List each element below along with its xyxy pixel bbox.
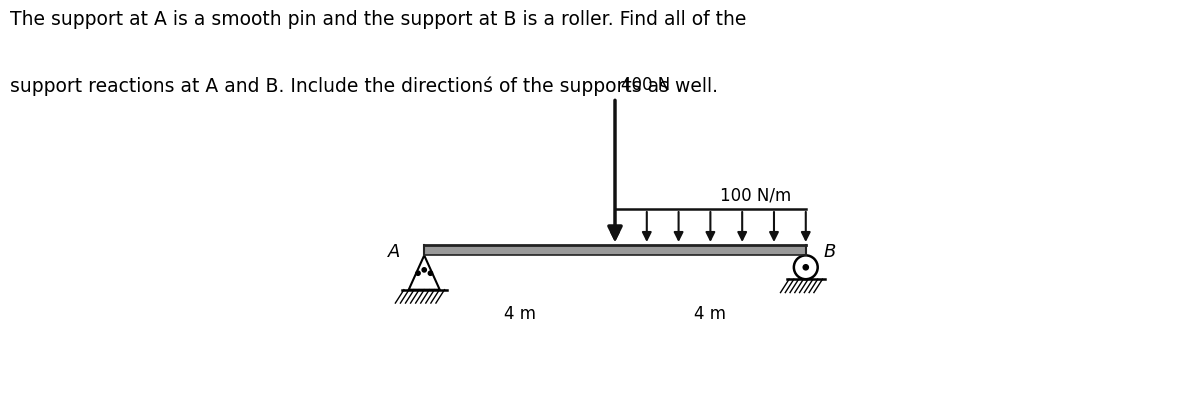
Text: 4 m: 4 m <box>504 305 535 323</box>
Text: 400 N: 400 N <box>620 76 670 94</box>
Circle shape <box>416 271 420 276</box>
Text: A: A <box>388 242 401 261</box>
Circle shape <box>422 268 426 272</box>
Circle shape <box>428 271 432 276</box>
Circle shape <box>803 265 809 270</box>
Text: 4 m: 4 m <box>695 305 726 323</box>
Text: The support at A is a smooth pin and the support at B is a roller. Find all of t: The support at A is a smooth pin and the… <box>10 10 746 29</box>
Bar <box>425 245 805 255</box>
Text: support reactions at A and B. Include the directionś of the supports as well.: support reactions at A and B. Include th… <box>10 77 718 96</box>
Text: 100 N/m: 100 N/m <box>720 186 791 204</box>
Text: B: B <box>824 242 836 261</box>
